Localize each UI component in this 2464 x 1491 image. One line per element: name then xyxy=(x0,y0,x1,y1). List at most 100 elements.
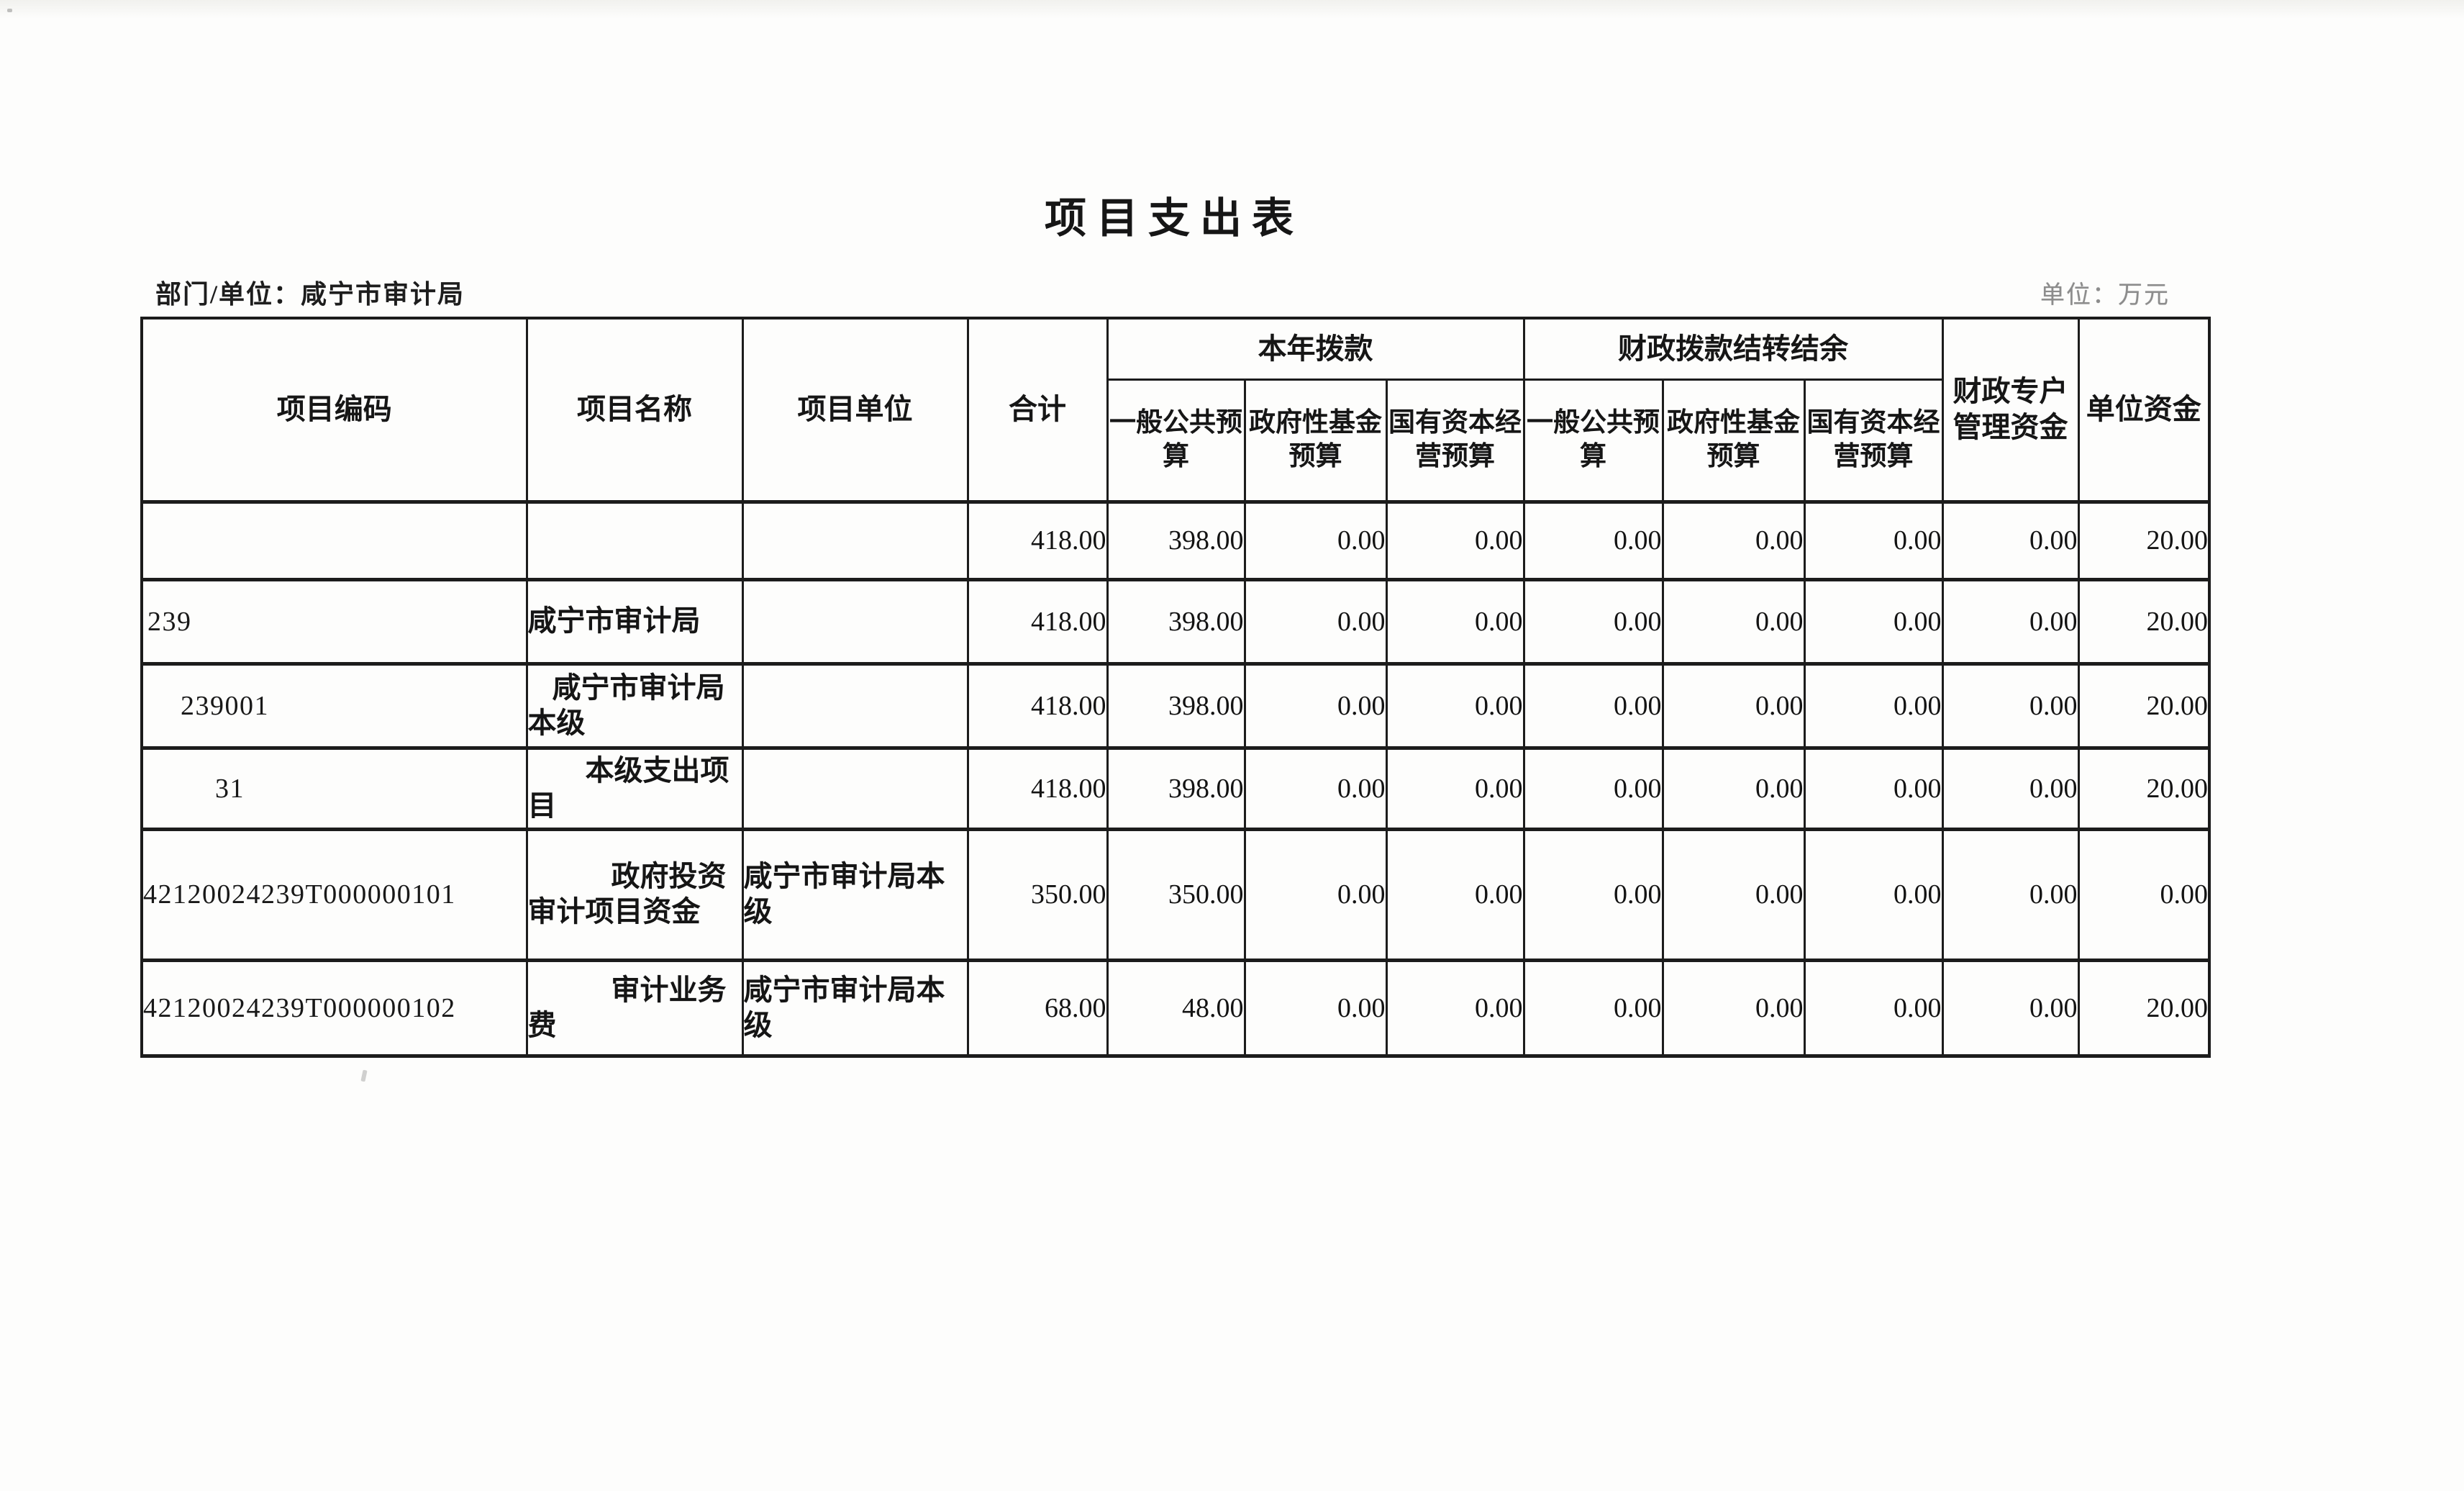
cell-cy-state-capital: 0.00 xyxy=(1385,746,1525,831)
cell-cy-general-public: 398.00 xyxy=(1106,499,1246,581)
cell-co-state-capital: 0.00 xyxy=(1803,661,1944,750)
cell-cy-state-capital: 0.00 xyxy=(1385,958,1525,1058)
cell-project-code: 42120024239T000000102 xyxy=(140,958,528,1058)
cell-fiscal-special: 0.00 xyxy=(1941,746,2080,831)
table-row: 42120024239T000000101 政府投资审计项目资金 咸宁市审计局本… xyxy=(140,827,2211,962)
header-co-government-fund-budget: 政府性基金预算 xyxy=(1661,378,1806,503)
cell-project-name: 审计业务费 xyxy=(525,958,744,1058)
cell-fiscal-special: 0.00 xyxy=(1941,958,2080,1058)
cell-total: 418.00 xyxy=(966,577,1109,666)
cell-cy-govt-fund: 0.00 xyxy=(1243,746,1388,831)
cell-total: 350.00 xyxy=(966,827,1109,962)
cell-project-name xyxy=(525,499,744,581)
header-group-current-year-appropriation: 本年拨款 xyxy=(1106,317,1525,381)
cell-unit-funds: 20.00 xyxy=(2077,577,2211,666)
cell-unit-funds: 0.00 xyxy=(2077,827,2211,962)
cell-project-name: 本级支出项目 xyxy=(525,746,744,831)
cell-project-unit xyxy=(741,661,969,750)
cell-co-govt-fund: 0.00 xyxy=(1661,499,1806,581)
cell-cy-state-capital: 0.00 xyxy=(1385,661,1525,750)
cell-unit-funds: 20.00 xyxy=(2077,661,2211,750)
cell-co-govt-fund: 0.00 xyxy=(1661,661,1806,750)
cell-cy-govt-fund: 0.00 xyxy=(1243,827,1388,962)
cell-fiscal-special: 0.00 xyxy=(1941,827,2080,962)
cell-project-name: 政府投资审计项目资金 xyxy=(525,827,744,962)
cell-co-state-capital: 0.00 xyxy=(1803,827,1944,962)
cell-cy-govt-fund: 0.00 xyxy=(1243,499,1388,581)
project-expenditure-table: 项目编码 项目名称 项目单位 合计 本年拨款 财政拨款结转结余 财政专户管理资金… xyxy=(140,317,2211,1058)
cell-project-unit xyxy=(741,499,969,581)
cell-project-unit xyxy=(741,746,969,831)
table-row: 31 本级支出项目 418.00 398.00 0.00 0.00 0.00 0… xyxy=(140,746,2211,831)
cell-total: 68.00 xyxy=(966,958,1109,1058)
header-cy-state-capital-budget: 国有资本经营预算 xyxy=(1385,378,1525,503)
cell-co-general-public: 0.00 xyxy=(1522,958,1664,1058)
cell-project-code xyxy=(140,499,528,581)
table-row: 239001 咸宁市审计局本级 418.00 398.00 0.00 0.00 … xyxy=(140,661,2211,750)
cell-unit-funds: 20.00 xyxy=(2077,746,2211,831)
cell-co-general-public: 0.00 xyxy=(1522,746,1664,831)
cell-fiscal-special: 0.00 xyxy=(1941,499,2080,581)
cell-project-code: 31 xyxy=(140,746,528,831)
scan-artifact-speck xyxy=(7,9,12,12)
scan-artifact-mark xyxy=(360,1069,368,1082)
cell-cy-govt-fund: 0.00 xyxy=(1243,661,1388,750)
cell-co-state-capital: 0.00 xyxy=(1803,746,1944,831)
header-cy-general-public-budget: 一般公共预算 xyxy=(1106,378,1246,503)
table-header: 项目编码 项目名称 项目单位 合计 本年拨款 财政拨款结转结余 财政专户管理资金… xyxy=(140,317,2211,503)
cell-cy-state-capital: 0.00 xyxy=(1385,499,1525,581)
cell-fiscal-special: 0.00 xyxy=(1941,661,2080,750)
header-project-code: 项目编码 xyxy=(140,317,528,503)
header-project-name: 项目名称 xyxy=(525,317,744,503)
header-co-state-capital-budget: 国有资本经营预算 xyxy=(1803,378,1944,503)
cell-co-state-capital: 0.00 xyxy=(1803,958,1944,1058)
cell-project-code: 42120024239T000000101 xyxy=(140,827,528,962)
cell-project-name: 咸宁市审计局 xyxy=(525,577,744,666)
cell-project-unit xyxy=(741,577,969,666)
header-group-fiscal-carryover: 财政拨款结转结余 xyxy=(1522,317,1944,381)
cell-project-unit: 咸宁市审计局本级 xyxy=(741,958,969,1058)
cell-co-state-capital: 0.00 xyxy=(1803,577,1944,666)
cell-cy-general-public: 350.00 xyxy=(1106,827,1246,962)
header-project-unit: 项目单位 xyxy=(741,317,969,503)
department-unit-label: 部门/单位：咸宁市审计局 xyxy=(155,280,465,309)
cell-total: 418.00 xyxy=(966,746,1109,831)
cell-project-unit: 咸宁市审计局本级 xyxy=(741,827,969,962)
cell-cy-general-public: 48.00 xyxy=(1106,958,1246,1058)
cell-co-general-public: 0.00 xyxy=(1522,661,1664,750)
cell-fiscal-special: 0.00 xyxy=(1941,577,2080,666)
cell-unit-funds: 20.00 xyxy=(2077,958,2211,1058)
cell-cy-govt-fund: 0.00 xyxy=(1243,958,1388,1058)
header-co-general-public-budget: 一般公共预算 xyxy=(1522,378,1664,503)
table-row: 42120024239T000000102 审计业务费 咸宁市审计局本级 68.… xyxy=(140,958,2211,1058)
cell-cy-general-public: 398.00 xyxy=(1106,746,1246,831)
header-fiscal-special-account-funds: 财政专户管理资金 xyxy=(1941,317,2080,503)
currency-unit-label: 单位：万元 xyxy=(2040,282,2170,309)
cell-co-govt-fund: 0.00 xyxy=(1661,746,1806,831)
cell-total: 418.00 xyxy=(966,661,1109,750)
cell-cy-state-capital: 0.00 xyxy=(1385,577,1525,666)
cell-co-govt-fund: 0.00 xyxy=(1661,827,1806,962)
page-title: 项目支出表 xyxy=(1044,195,1304,242)
cell-co-general-public: 0.00 xyxy=(1522,577,1664,666)
cell-project-code: 239 xyxy=(140,577,528,666)
header-unit-funds: 单位资金 xyxy=(2077,317,2211,503)
header-cy-government-fund-budget: 政府性基金预算 xyxy=(1243,378,1388,503)
cell-cy-govt-fund: 0.00 xyxy=(1243,577,1388,666)
cell-co-govt-fund: 0.00 xyxy=(1661,577,1806,666)
table-row: 239 咸宁市审计局 418.00 398.00 0.00 0.00 0.00 … xyxy=(140,577,2211,666)
cell-cy-general-public: 398.00 xyxy=(1106,577,1246,666)
cell-co-general-public: 0.00 xyxy=(1522,499,1664,581)
cell-cy-state-capital: 0.00 xyxy=(1385,827,1525,962)
table-row: 418.00 398.00 0.00 0.00 0.00 0.00 0.00 0… xyxy=(140,499,2211,581)
cell-co-general-public: 0.00 xyxy=(1522,827,1664,962)
cell-cy-general-public: 398.00 xyxy=(1106,661,1246,750)
cell-project-name: 咸宁市审计局本级 xyxy=(525,661,744,750)
cell-co-state-capital: 0.00 xyxy=(1803,499,1944,581)
header-total: 合计 xyxy=(966,317,1109,503)
cell-unit-funds: 20.00 xyxy=(2077,499,2211,581)
cell-total: 418.00 xyxy=(966,499,1109,581)
cell-co-govt-fund: 0.00 xyxy=(1661,958,1806,1058)
cell-project-code: 239001 xyxy=(140,661,528,750)
